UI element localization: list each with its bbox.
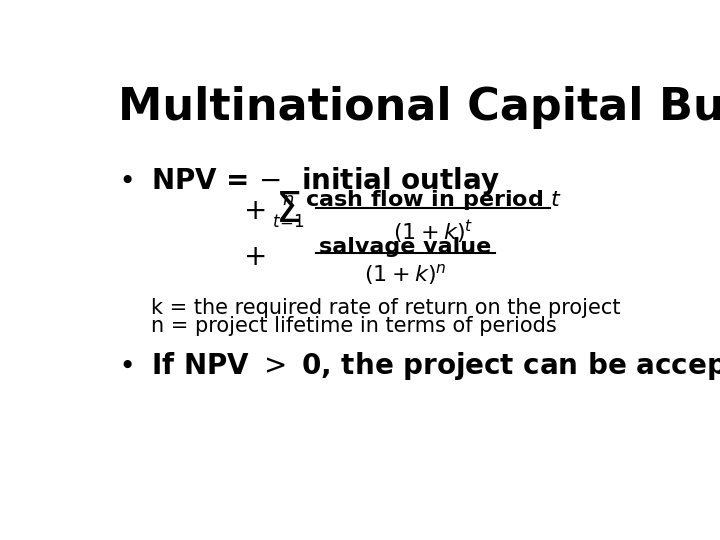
Text: $+$: $+$ bbox=[243, 243, 266, 271]
Text: $(1 + \it{k})^{\it{n}}$: $(1 + \it{k})^{\it{n}}$ bbox=[364, 262, 446, 287]
Text: $(1 + \it{k})^{\it{t}}$: $(1 + \it{k})^{\it{t}}$ bbox=[393, 218, 474, 246]
Text: $\bullet$: $\bullet$ bbox=[118, 349, 132, 377]
Text: cash flow in period $\it{t}$: cash flow in period $\it{t}$ bbox=[305, 187, 562, 212]
Text: Multinational Capital Budgeting: Multinational Capital Budgeting bbox=[118, 85, 720, 129]
Text: $+$: $+$ bbox=[243, 197, 266, 225]
Text: k = the required rate of return on the project: k = the required rate of return on the p… bbox=[151, 298, 621, 318]
Text: NPV = $-$  initial outlay: NPV = $-$ initial outlay bbox=[151, 165, 501, 197]
Text: If NPV $>$ 0, the project can be accepted.: If NPV $>$ 0, the project can be accepte… bbox=[151, 349, 720, 382]
Text: n = project lifetime in terms of periods: n = project lifetime in terms of periods bbox=[151, 316, 557, 336]
Text: $\bullet$: $\bullet$ bbox=[118, 165, 132, 193]
Text: $t\!=\!1$: $t\!=\!1$ bbox=[271, 213, 305, 231]
Text: $\Sigma$: $\Sigma$ bbox=[275, 190, 301, 231]
Text: $n$: $n$ bbox=[282, 191, 294, 209]
Text: salvage value: salvage value bbox=[319, 237, 491, 257]
